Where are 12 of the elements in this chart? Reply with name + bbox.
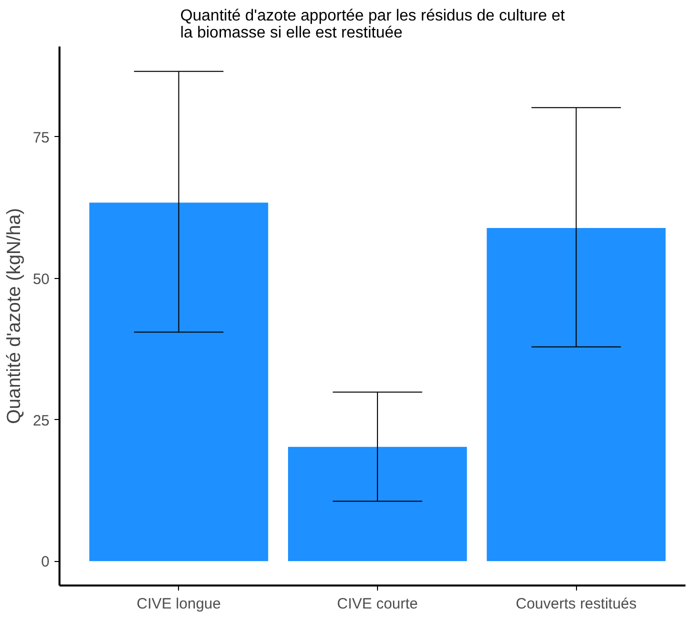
bar	[486, 228, 666, 562]
chart-title: Quantité d'azote apportée par les résidus de culture et la biomasse si elle est restituée	[180, 8, 566, 42]
y-tick-label: 50	[32, 270, 50, 288]
y-axis-title: Quantité d'azote (kgN/ha)	[4, 208, 25, 424]
y-tick-label: 75	[32, 129, 50, 146]
bar	[89, 202, 268, 562]
x-tick-label: CIVE courte	[337, 596, 418, 612]
x-tick-label: CIVE longue	[136, 596, 221, 612]
y-tick-label: 25	[32, 412, 50, 430]
bar	[288, 446, 467, 562]
y-tick-label: 0	[41, 554, 50, 571]
x-tick-label: Couverts restitués	[516, 596, 637, 612]
